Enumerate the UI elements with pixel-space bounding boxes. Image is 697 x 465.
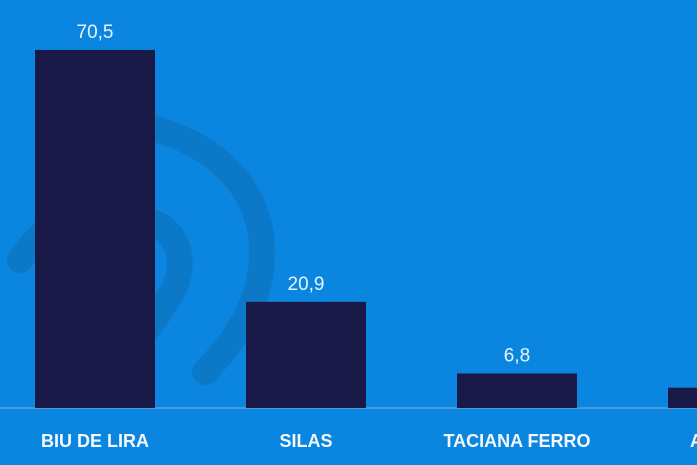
category-label-1: SILAS <box>279 431 332 451</box>
value-label-2: 6,8 <box>504 345 530 366</box>
value-label-0: 70,5 <box>77 22 114 43</box>
category-label-3: ANGELA <box>690 431 697 451</box>
category-label-0: BIU DE LIRA <box>41 431 149 451</box>
bar-2 <box>457 373 577 408</box>
category-label-2: TACIANA FERRO <box>444 431 591 451</box>
bar-series <box>35 49 697 409</box>
value-label-1: 20,9 <box>288 274 325 295</box>
bar-3 <box>668 387 697 408</box>
category-labels: BIU DE LIRA SILAS TACIANA FERRO ANGELA <box>41 431 697 451</box>
bar-0 <box>35 49 155 409</box>
value-labels: 70,5 20,9 6,8 <box>77 22 531 367</box>
bar-1 <box>246 301 366 408</box>
